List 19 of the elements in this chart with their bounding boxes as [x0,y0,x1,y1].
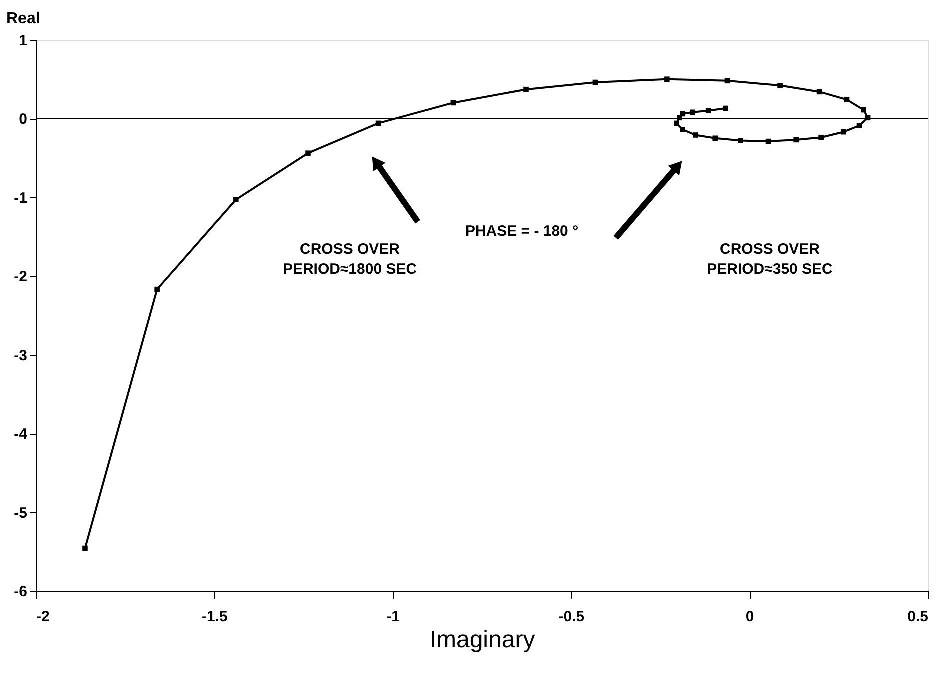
x-tick-label: -0.5 [558,608,585,626]
x-tick-label: -1 [386,608,400,626]
annotation: PHASE = - 180 ° [465,223,579,240]
y-tick-label: -1 [14,190,28,207]
annotation: CROSS OVER PERIOD≈1800 SEC [282,241,418,278]
x-tick-label: 0.5 [908,608,928,626]
y-tick-label: -5 [14,504,28,522]
x-tick-label: 0 [746,608,754,626]
x-axis-title: Imaginary [430,626,536,654]
y-tick-label: 1 [19,32,28,50]
y-axis-title: Real [6,10,40,28]
y-tick-label: -4 [14,426,28,444]
y-tick-label: -3 [14,347,28,364]
y-tick-label: -2 [14,268,28,286]
annotation: CROSS OVER PERIOD≈350 SEC [707,241,834,278]
x-tick-label: -2 [36,608,50,626]
y-tick-label: 0 [19,111,28,128]
x-tick-label: -1.5 [202,608,228,626]
y-tick-label: -6 [14,584,28,600]
